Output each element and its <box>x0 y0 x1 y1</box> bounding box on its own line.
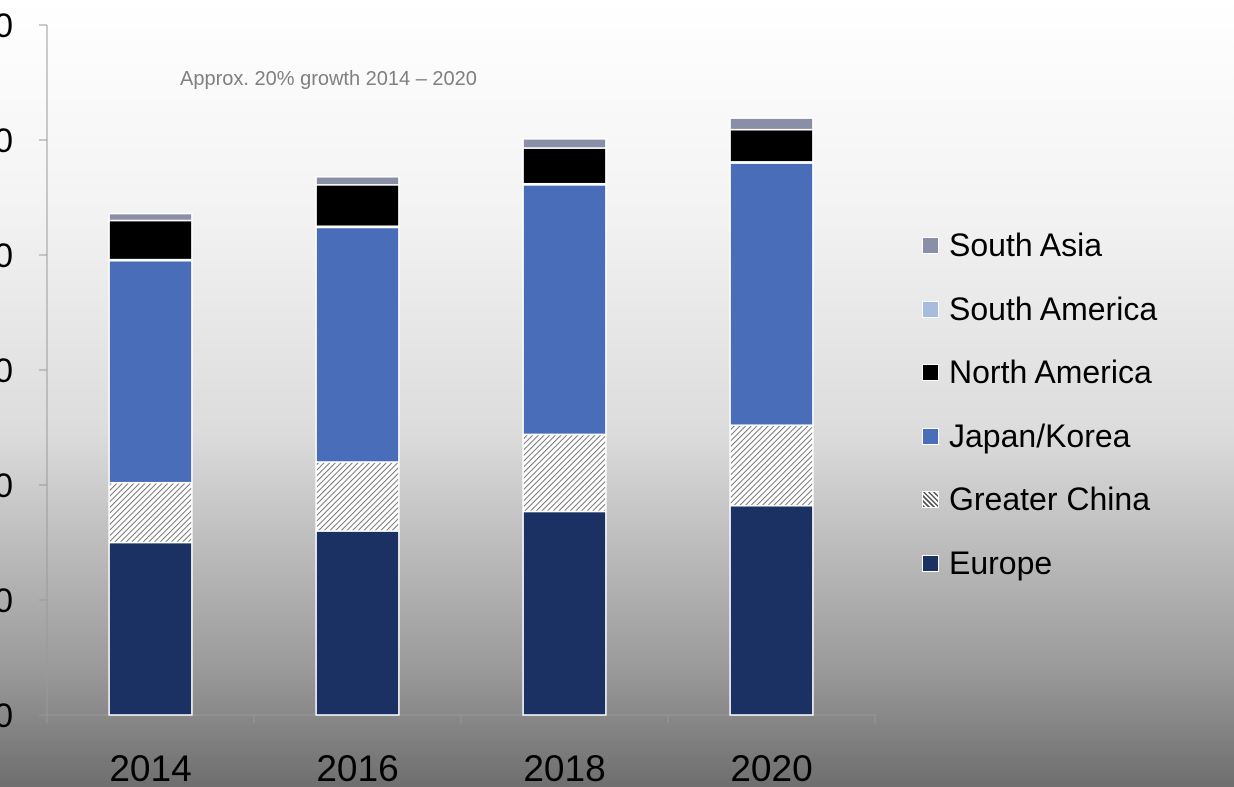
y-tick-label: 0 <box>0 237 13 275</box>
x-tick-label-2014: 2014 <box>109 748 191 787</box>
bar-segment-south-asia-2020 <box>729 117 814 131</box>
bar-segment-europe-2020 <box>729 504 814 716</box>
legend: South Asia South America North America Japa… <box>922 214 1157 595</box>
y-tick-label: 0 <box>0 352 13 390</box>
bar-segment-greater-china-2018 <box>522 433 607 513</box>
growth-annotation: Approx. 20% growth 2014 – 2020 <box>180 68 477 90</box>
legend-swatch <box>922 491 939 509</box>
legend-label: Greater China <box>949 481 1150 518</box>
bar-segment-japan-korea-2016 <box>315 226 400 463</box>
legend-label: South America <box>949 290 1158 327</box>
legend-swatch <box>922 554 939 572</box>
y-tick-label: 0 <box>0 7 13 45</box>
legend-label: Europe <box>949 544 1053 581</box>
legend-label: North America <box>949 354 1152 391</box>
x-tick-label-2020: 2020 <box>730 748 812 787</box>
x-tick-labels: 2014 2016 2018 2020 <box>109 748 812 787</box>
bar-segment-north-america-2014 <box>108 219 193 261</box>
y-tick-label: 0 <box>0 467 13 505</box>
legend-item-south-america: South America <box>922 278 1157 342</box>
legend-item-europe: Europe <box>922 532 1157 596</box>
x-tick-label-2016: 2016 <box>316 748 398 787</box>
bar-segment-greater-china-2016 <box>315 461 400 532</box>
y-tick-label: 0 <box>0 697 13 735</box>
y-tick-label: 0 <box>0 122 13 160</box>
y-tick-label: 0 <box>0 582 13 620</box>
bar-segment-japan-korea-2014 <box>108 260 193 484</box>
bar-segment-north-america-2018 <box>522 147 607 185</box>
bar-segment-europe-2018 <box>522 510 607 716</box>
y-tick-labels: 0 0 0 0 0 0 0 <box>0 7 13 735</box>
bar-segment-north-america-2020 <box>729 128 814 163</box>
bar-segment-north-america-2016 <box>315 184 400 228</box>
bar-segment-south-asia-2016 <box>315 176 400 186</box>
bar-segment-south-asia-2018 <box>522 138 607 149</box>
legend-item-greater-china: Greater China <box>922 468 1157 532</box>
bar-segment-europe-2014 <box>108 541 193 716</box>
legend-swatch <box>922 300 939 318</box>
legend-label: South Asia <box>949 227 1102 264</box>
bar-segment-south-asia-2014 <box>108 212 193 222</box>
bar-segment-greater-china-2020 <box>729 424 814 507</box>
legend-swatch <box>922 237 939 255</box>
bar-segment-japan-korea-2018 <box>522 184 607 436</box>
bar-segment-europe-2016 <box>315 530 400 716</box>
legend-item-north-america: North America <box>922 341 1157 405</box>
bar-segment-japan-korea-2020 <box>729 162 814 426</box>
legend-swatch <box>922 427 939 445</box>
bars <box>108 117 814 716</box>
legend-label: Japan/Korea <box>949 417 1131 454</box>
x-tick-label-2018: 2018 <box>523 748 605 787</box>
legend-swatch <box>922 364 939 382</box>
legend-item-south-asia: South Asia <box>922 214 1157 278</box>
bar-segment-greater-china-2014 <box>108 481 193 544</box>
legend-item-japan-korea: Japan/Korea <box>922 405 1157 469</box>
